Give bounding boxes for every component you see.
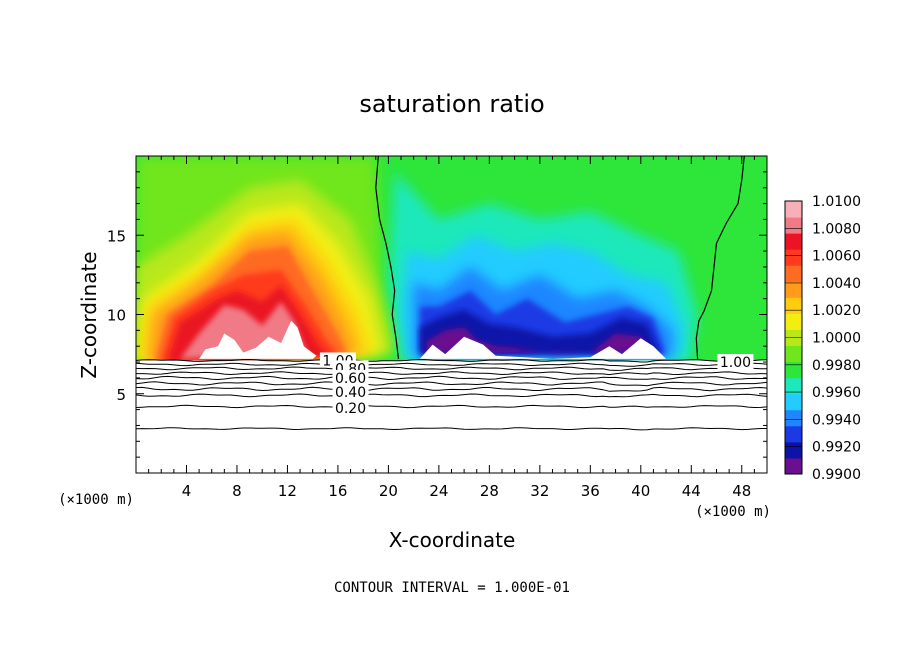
contour-label-background	[717, 354, 754, 370]
colorbar-swatch	[785, 201, 802, 218]
colorbar-swatch	[785, 441, 802, 459]
colorbar-swatch	[785, 265, 802, 282]
contour-line	[135, 393, 768, 398]
colorbar-label: 0.9900	[812, 467, 861, 483]
contour-line	[135, 381, 768, 387]
colorbar-swatch	[785, 377, 802, 395]
colorbar-label: 0.9960	[812, 385, 861, 401]
y-tick-label: 5	[116, 386, 126, 404]
colorbar-swatch	[785, 313, 802, 330]
y-tick-label: 10	[107, 307, 126, 325]
contour-label-background	[332, 400, 369, 416]
contour-labels: 1.000.800.600.400.201.00	[319, 352, 754, 417]
chart-title: saturation ratio	[359, 90, 544, 118]
cloud-region	[199, 320, 317, 359]
contour-line-1-00	[695, 155, 745, 359]
colorbar-swatch	[785, 425, 802, 443]
contour-interval-note: CONTOUR INTERVAL = 1.000E-01	[334, 580, 570, 596]
x-tick-label: 4	[182, 482, 192, 500]
x-tick-label: 40	[631, 482, 650, 500]
colorbar-swatch	[785, 281, 802, 298]
contour-label: 0.60	[335, 371, 366, 387]
contour-label-background	[332, 384, 369, 400]
x-tick-label: 48	[732, 482, 751, 500]
contour-line	[135, 366, 767, 371]
colorbar-swatch	[785, 393, 802, 411]
y-axis-ticks: 5 10 15	[107, 171, 767, 458]
contour-lines	[135, 155, 768, 431]
contour-label: 0.40	[335, 385, 366, 401]
contour-line	[135, 358, 768, 363]
colorbar-label: 1.0100	[812, 194, 861, 210]
x-axis-ticks: 4 8 12 16 20 24 28 32 36 40 44 48	[148, 156, 755, 500]
contour-line	[135, 362, 768, 367]
colorbar-label: 0.9980	[812, 358, 861, 374]
colorbar-swatch	[785, 233, 802, 250]
colorbar: 1.0100 1.0080 1.0060 1.0040 1.0020 1.0000 0.99…	[784, 194, 861, 483]
x-axis-label: X-coordinate	[389, 528, 516, 552]
colorbar-label: 0.9940	[812, 412, 861, 428]
lower-white-band	[136, 360, 767, 473]
x-tick-label: 44	[682, 482, 701, 500]
contour-line-1-00	[375, 155, 400, 359]
contour-line	[136, 371, 768, 376]
colorbar-swatch	[785, 297, 802, 314]
x-tick-label: 36	[581, 482, 600, 500]
x-tick-label: 32	[530, 482, 549, 500]
cloud-region	[419, 336, 666, 359]
colorbar-swatch	[785, 457, 802, 475]
x-unit-label-left: (×1000 m)	[58, 492, 134, 508]
colorbar-label: 1.0060	[812, 249, 861, 265]
x-tick-label: 28	[480, 482, 499, 500]
colorbar-swatch	[785, 217, 802, 234]
colorbar-label: 1.0040	[812, 276, 861, 292]
contour-line	[135, 404, 768, 409]
contour-line	[135, 427, 767, 431]
colorbar-swatch	[785, 361, 802, 379]
contour-label: 1.00	[720, 355, 751, 371]
colorbar-label: 0.9920	[812, 440, 861, 456]
colorbar-swatch	[785, 409, 802, 427]
x-tick-label: 20	[379, 482, 398, 500]
colorbar-swatch	[785, 345, 802, 363]
x-tick-label: 24	[429, 482, 448, 500]
colorbar-swatch	[785, 249, 802, 266]
colorbar-label: 1.0000	[812, 331, 861, 347]
x-tick-label: 12	[278, 482, 297, 500]
contour-label-background	[332, 369, 369, 385]
y-tick-label: 15	[107, 227, 126, 245]
contour-label: 0.20	[335, 401, 366, 417]
contour-line	[135, 386, 768, 392]
colorbar-label: 1.0020	[812, 303, 861, 319]
x-unit-label-right: (×1000 m)	[695, 504, 771, 520]
contour-line	[135, 375, 767, 381]
y-axis-label: Z-coordinate	[77, 251, 101, 378]
colorbar-label: 1.0080	[812, 221, 861, 237]
x-tick-label: 8	[232, 482, 242, 500]
heatmap-field	[136, 156, 767, 473]
x-tick-label: 16	[328, 482, 347, 500]
